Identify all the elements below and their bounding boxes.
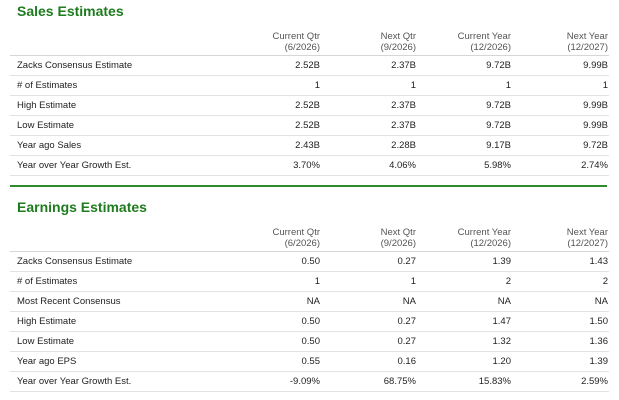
earnings-header-blank <box>10 224 223 252</box>
cell-value: 2.52B <box>223 95 321 116</box>
cell-value: NA <box>321 291 417 312</box>
cell-value: 1 <box>417 75 512 96</box>
cell-value: 4.06% <box>321 155 417 176</box>
cell-value: 2.37B <box>321 95 417 116</box>
cell-value: 0.16 <box>321 351 417 372</box>
cell-value: 68.75% <box>321 371 417 392</box>
sales-header-current-qtr: Current Qtr (6/2026) <box>223 28 321 56</box>
cell-value: 2.37B <box>321 55 417 76</box>
row-label: High Estimate <box>10 311 223 332</box>
cell-value: 1.32 <box>417 331 512 352</box>
cell-value: 9.99B <box>512 115 609 136</box>
cell-value: 0.27 <box>321 251 417 272</box>
cell-value: -9.09% <box>223 371 321 392</box>
cell-value: 0.50 <box>223 331 321 352</box>
table-row: Year ago EPS 0.55 0.16 1.20 1.39 <box>10 351 609 372</box>
row-label: Year ago Sales <box>10 135 223 156</box>
table-row: Low Estimate 2.52B 2.37B 9.72B 9.99B <box>10 115 609 136</box>
row-label: # of Estimates <box>10 271 223 292</box>
table-row: Year over Year Growth Est. 3.70% 4.06% 5… <box>10 155 609 176</box>
row-label: Year over Year Growth Est. <box>10 155 223 176</box>
cell-value: 2.52B <box>223 55 321 76</box>
earnings-header-next-year: Next Year (12/2027) <box>512 224 609 252</box>
cell-value: 2 <box>512 271 609 292</box>
earnings-header-row: Current Qtr (6/2026) Next Qtr (9/2026) Cur… <box>10 224 609 252</box>
cell-value: 1.50 <box>512 311 609 332</box>
table-row: Year ago Sales 2.43B 2.28B 9.17B 9.72B <box>10 135 609 156</box>
cell-value: NA <box>512 291 609 312</box>
cell-value: 2.52B <box>223 115 321 136</box>
cell-value: 9.99B <box>512 55 609 76</box>
cell-value: 2.28B <box>321 135 417 156</box>
table-row: High Estimate 0.50 0.27 1.47 1.50 <box>10 311 609 332</box>
earnings-estimates-title: Earnings Estimates <box>17 199 147 215</box>
sales-header-current-year: Current Year (12/2026) <box>417 28 512 56</box>
cell-value: 2.43B <box>223 135 321 156</box>
cell-value: 1 <box>321 75 417 96</box>
cell-value: 1 <box>321 271 417 292</box>
sales-header-blank <box>10 28 223 56</box>
table-row: # of Estimates 1 1 2 2 <box>10 271 609 292</box>
cell-value: 9.72B <box>417 95 512 116</box>
cell-value: 9.72B <box>512 135 609 156</box>
earnings-header-current-qtr: Current Qtr (6/2026) <box>223 224 321 252</box>
row-label: Year over Year Growth Est. <box>10 371 223 392</box>
cell-value: 1.39 <box>417 251 512 272</box>
cell-value: 0.50 <box>223 251 321 272</box>
cell-value: 1.36 <box>512 331 609 352</box>
cell-value: 5.98% <box>417 155 512 176</box>
cell-value: 2.74% <box>512 155 609 176</box>
cell-value: 0.27 <box>321 311 417 332</box>
table-row: # of Estimates 1 1 1 1 <box>10 75 609 96</box>
sales-header-next-qtr: Next Qtr (9/2026) <box>321 28 417 56</box>
row-label: Most Recent Consensus <box>10 291 223 312</box>
sales-estimates-table: Current Qtr (6/2026) Next Qtr (9/2026) Cur… <box>10 28 609 176</box>
cell-value: 2 <box>417 271 512 292</box>
section-divider <box>10 185 607 187</box>
cell-value: 1 <box>512 75 609 96</box>
row-label: # of Estimates <box>10 75 223 96</box>
cell-value: 2.37B <box>321 115 417 136</box>
table-row: Zacks Consensus Estimate 0.50 0.27 1.39 … <box>10 251 609 272</box>
cell-value: 9.17B <box>417 135 512 156</box>
sales-header-row: Current Qtr (6/2026) Next Qtr (9/2026) Cur… <box>10 28 609 56</box>
row-label: Low Estimate <box>10 331 223 352</box>
row-label: Zacks Consensus Estimate <box>10 55 223 76</box>
cell-value: 1.39 <box>512 351 609 372</box>
table-row: Zacks Consensus Estimate 2.52B 2.37B 9.7… <box>10 55 609 76</box>
cell-value: 0.55 <box>223 351 321 372</box>
earnings-estimates-table: Current Qtr (6/2026) Next Qtr (9/2026) Cur… <box>10 224 609 392</box>
cell-value: 0.50 <box>223 311 321 332</box>
table-row: Year over Year Growth Est. -9.09% 68.75%… <box>10 371 609 392</box>
cell-value: 0.27 <box>321 331 417 352</box>
cell-value: 9.72B <box>417 115 512 136</box>
row-label: Year ago EPS <box>10 351 223 372</box>
earnings-header-next-qtr: Next Qtr (9/2026) <box>321 224 417 252</box>
cell-value: NA <box>223 291 321 312</box>
earnings-header-current-year: Current Year (12/2026) <box>417 224 512 252</box>
cell-value: 1.20 <box>417 351 512 372</box>
cell-value: 1.47 <box>417 311 512 332</box>
cell-value: 15.83% <box>417 371 512 392</box>
sales-estimates-title: Sales Estimates <box>17 3 124 19</box>
cell-value: 9.99B <box>512 95 609 116</box>
cell-value: 1 <box>223 75 321 96</box>
cell-value: 3.70% <box>223 155 321 176</box>
row-label: High Estimate <box>10 95 223 116</box>
table-row: High Estimate 2.52B 2.37B 9.72B 9.99B <box>10 95 609 116</box>
table-row: Low Estimate 0.50 0.27 1.32 1.36 <box>10 331 609 352</box>
row-label: Low Estimate <box>10 115 223 136</box>
cell-value: 1 <box>223 271 321 292</box>
table-row: Most Recent Consensus NA NA NA NA <box>10 291 609 312</box>
sales-header-next-year: Next Year (12/2027) <box>512 28 609 56</box>
cell-value: 1.43 <box>512 251 609 272</box>
cell-value: 2.59% <box>512 371 609 392</box>
cell-value: 9.72B <box>417 55 512 76</box>
cell-value: NA <box>417 291 512 312</box>
row-label: Zacks Consensus Estimate <box>10 251 223 272</box>
